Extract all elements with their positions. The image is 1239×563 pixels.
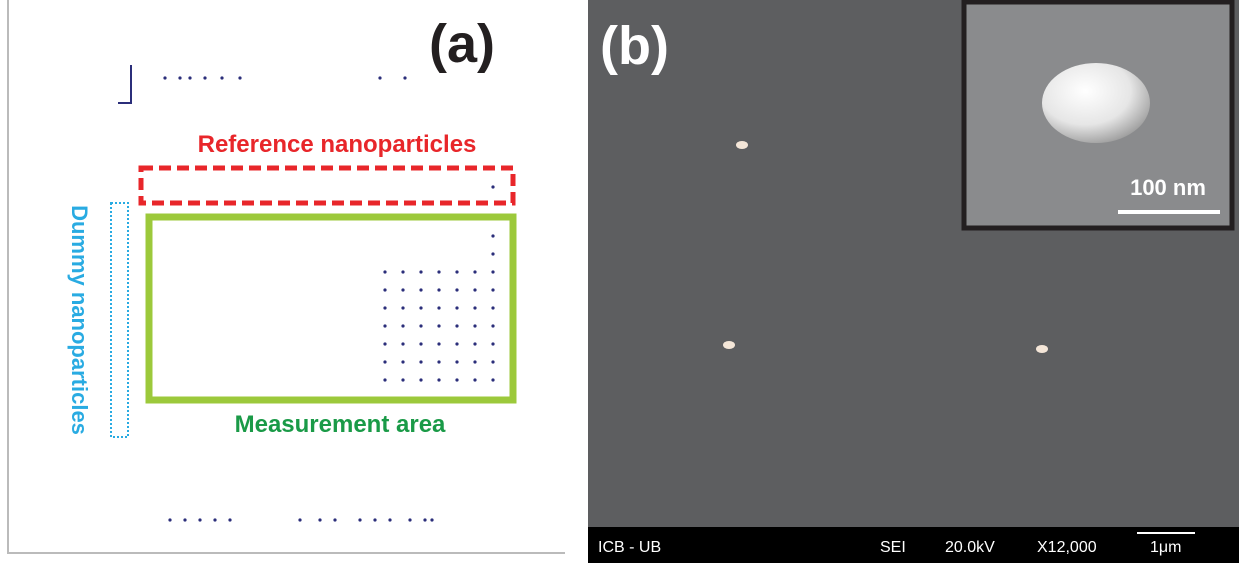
- nanoparticle: [491, 270, 494, 273]
- nanoparticle: [163, 76, 166, 79]
- nanoparticle: [383, 324, 386, 327]
- nanoparticle: [473, 378, 476, 381]
- nanoparticle: [401, 288, 404, 291]
- panel-b: (b) 100 nm ICB - UB SEI 20.0kV X12,000 1…: [588, 0, 1239, 563]
- nanoparticle: [419, 342, 422, 345]
- nanoparticle: [455, 378, 458, 381]
- nanoparticle: [473, 360, 476, 363]
- nanoparticle: [401, 342, 404, 345]
- nanoparticle: [419, 288, 422, 291]
- reference-label: Reference nanoparticles: [198, 131, 477, 158]
- nanoparticle: [491, 342, 494, 345]
- nanoparticle: [473, 306, 476, 309]
- nanoparticle: [419, 270, 422, 273]
- nanoparticle: [183, 518, 186, 521]
- nanoparticle: [408, 518, 411, 521]
- nanoparticle: [455, 342, 458, 345]
- nanoparticle: [383, 288, 386, 291]
- nanoparticle: [228, 518, 231, 521]
- nanoparticle: [383, 378, 386, 381]
- nanoparticle: [419, 324, 422, 327]
- nanoparticle: [378, 76, 381, 79]
- nanoparticle: [298, 518, 301, 521]
- nanoparticle: [423, 518, 426, 521]
- dummy-box: [111, 203, 128, 437]
- nanoparticle: [401, 270, 404, 273]
- measurement-label: Measurement area: [235, 411, 446, 438]
- nanoparticle: [168, 518, 171, 521]
- nanoparticle: [473, 270, 476, 273]
- nanoparticle: [388, 518, 391, 521]
- nanoparticle: [401, 306, 404, 309]
- nanoparticle: [473, 288, 476, 291]
- nanoparticle: [455, 288, 458, 291]
- nanoparticle: [437, 288, 440, 291]
- nanoparticle: [401, 324, 404, 327]
- dummy-label: Dummy nanoparticles: [67, 205, 92, 435]
- nanoparticle: [491, 288, 494, 291]
- nanoparticle: [383, 306, 386, 309]
- nanoparticle: [318, 518, 321, 521]
- info-text: SEI: [880, 539, 906, 556]
- nanoparticle: [455, 324, 458, 327]
- nanoparticle: [178, 76, 181, 79]
- nanoparticle: [455, 360, 458, 363]
- nanoparticle: [238, 76, 241, 79]
- nanoparticle: [419, 360, 422, 363]
- sample-edge: [118, 65, 131, 103]
- figure: (a) Reference nanoparticles Measurement …: [0, 0, 1239, 563]
- nanoparticle: [491, 234, 494, 237]
- inset-scale-label: 100 nm: [1130, 175, 1206, 200]
- nanoparticle: [491, 378, 494, 381]
- nanoparticle: [419, 378, 422, 381]
- nanoparticle: [373, 518, 376, 521]
- nanoparticle: [437, 324, 440, 327]
- nanoparticle: [437, 270, 440, 273]
- nanoparticle: [203, 76, 206, 79]
- nanoparticle: [333, 518, 336, 521]
- reference-box: [141, 168, 513, 203]
- inset-particle: [1042, 63, 1150, 143]
- nanoparticle: [455, 306, 458, 309]
- panel-a: (a) Reference nanoparticles Measurement …: [8, 0, 565, 553]
- nanoparticle: [430, 518, 433, 521]
- nanoparticle: [358, 518, 361, 521]
- nanoparticle: [383, 342, 386, 345]
- nanoparticle: [383, 360, 386, 363]
- nanoparticle: [437, 378, 440, 381]
- nanoparticle: [473, 324, 476, 327]
- panel-label: (b): [600, 16, 669, 76]
- nanoparticle: [491, 252, 494, 255]
- nanoparticle: [401, 360, 404, 363]
- nanoparticle: [437, 342, 440, 345]
- info-text: 1μm: [1150, 539, 1181, 556]
- nanoparticle: [188, 76, 191, 79]
- nanoparticle: [403, 76, 406, 79]
- nanoparticle: [491, 185, 494, 188]
- nanoparticle: [383, 270, 386, 273]
- nanoparticle: [491, 324, 494, 327]
- nanoparticle: [419, 306, 422, 309]
- nanoparticle: [491, 360, 494, 363]
- nanoparticle: [491, 306, 494, 309]
- nanoparticle: [401, 378, 404, 381]
- info-text: ICB - UB: [598, 539, 661, 556]
- nanoparticle: [198, 518, 201, 521]
- nanoparticle: [213, 518, 216, 521]
- nanoparticle: [437, 360, 440, 363]
- nanoparticle: [220, 76, 223, 79]
- nanoparticle: [473, 342, 476, 345]
- info-text: X12,000: [1037, 539, 1097, 556]
- panel-label: (a): [429, 14, 495, 74]
- info-text: 20.0kV: [945, 539, 995, 556]
- nanoparticle: [437, 306, 440, 309]
- nanoparticle: [455, 270, 458, 273]
